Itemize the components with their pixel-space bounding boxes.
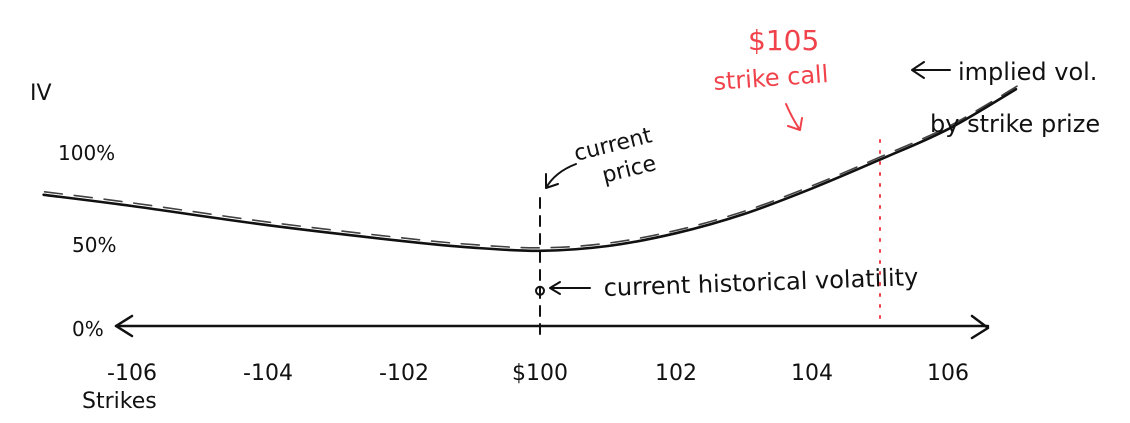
x-axis-label: Strikes bbox=[82, 389, 157, 414]
x-tick-label: -102 bbox=[379, 361, 429, 386]
y-tick-label-0: 0% bbox=[72, 317, 104, 341]
x-tick-label: $100 bbox=[512, 361, 568, 386]
x-axis-right-arrow bbox=[970, 314, 990, 340]
historical-volatility-marker bbox=[535, 285, 545, 296]
current-price-label: current price bbox=[572, 122, 669, 194]
strike-call-price-label: $105 bbox=[748, 24, 819, 57]
implied-vol-label: implied vol. by strike prize bbox=[930, 58, 1105, 138]
x-axis bbox=[114, 314, 990, 340]
x-tick-label: -106 bbox=[107, 361, 157, 386]
x-tick-label: 106 bbox=[927, 361, 969, 386]
historical-volatility-arrow bbox=[549, 281, 591, 295]
implied-vol-curve-sketch bbox=[43, 85, 1018, 249]
y-tick-label-100: 100% bbox=[58, 141, 115, 165]
x-axis-left-arrow bbox=[114, 314, 134, 338]
x-tick-label: 102 bbox=[655, 361, 697, 386]
x-tick-label: -104 bbox=[243, 361, 293, 386]
y-tick-label-50: 50% bbox=[72, 233, 116, 257]
strike-call-arrow bbox=[785, 103, 803, 131]
historical-volatility-label: current historical volatility bbox=[603, 263, 919, 302]
y-axis-label: IV bbox=[30, 81, 52, 106]
x-tick-label: 104 bbox=[791, 361, 833, 386]
strike-call-label: strike call bbox=[712, 60, 829, 96]
implied-vol-curve bbox=[42, 87, 1018, 253]
x-tick-labels: -106 -104 -102 $100 102 104 106 bbox=[107, 361, 969, 386]
current-price-arrow bbox=[545, 163, 577, 189]
implied-vol-arrow bbox=[911, 61, 951, 79]
